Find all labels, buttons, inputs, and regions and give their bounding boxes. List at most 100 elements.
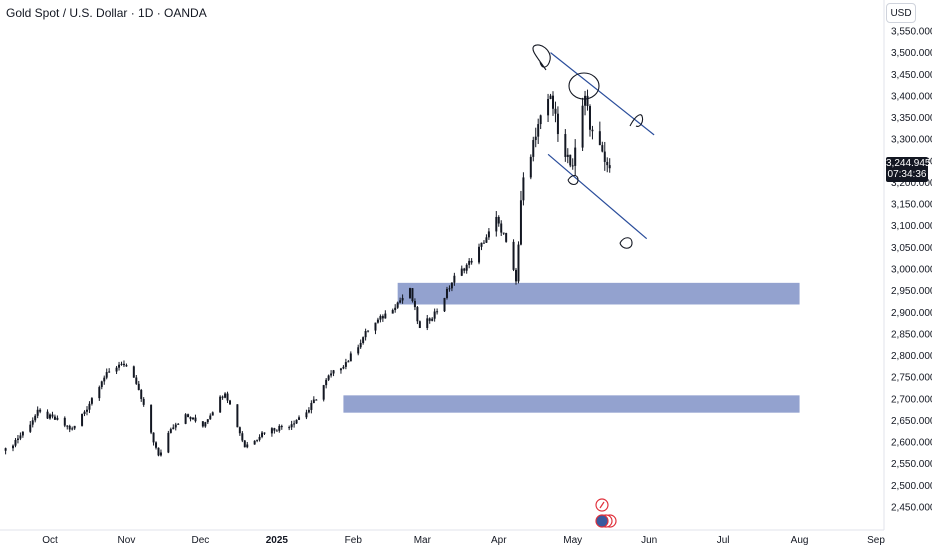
candle-body bbox=[118, 364, 121, 368]
candle-body bbox=[137, 383, 140, 390]
wave-mark-circle bbox=[568, 72, 600, 100]
price-axis: 3,550.000 3,500.000 3,450.000 3,400.000 3,35… bbox=[891, 27, 932, 514]
candle-body bbox=[122, 363, 125, 366]
candle-body bbox=[517, 244, 520, 282]
candle-body bbox=[547, 98, 550, 116]
candle-body bbox=[322, 385, 325, 400]
candle-body bbox=[172, 427, 175, 430]
candle-body bbox=[68, 425, 71, 430]
candle-body bbox=[115, 367, 118, 372]
price-tick-label: 2,600.000 bbox=[891, 438, 932, 449]
candle-body bbox=[29, 424, 32, 432]
candle-body bbox=[367, 330, 370, 332]
candle-body bbox=[551, 95, 554, 109]
candle-body bbox=[135, 377, 138, 384]
candle-body bbox=[290, 424, 293, 428]
candle-body bbox=[21, 431, 24, 436]
candle-body bbox=[362, 337, 365, 343]
candle-body bbox=[14, 440, 17, 446]
candle-body bbox=[379, 316, 382, 320]
candle-body bbox=[71, 428, 74, 430]
wave-annotations bbox=[532, 44, 644, 249]
candle-body bbox=[192, 417, 195, 420]
candle-body bbox=[226, 393, 229, 401]
candle-body bbox=[275, 430, 278, 432]
trend-line bbox=[547, 153, 648, 240]
candle-body bbox=[564, 134, 567, 157]
candle-body bbox=[519, 200, 522, 245]
candle-body bbox=[39, 409, 42, 412]
wave-mark-target bbox=[619, 237, 633, 249]
candle-body bbox=[177, 423, 180, 425]
candle-body bbox=[295, 419, 298, 424]
candle-body bbox=[66, 425, 69, 427]
candle-body bbox=[418, 321, 421, 328]
news-icon bbox=[595, 498, 609, 512]
chart-title: Gold Spot / U.S. Dollar · 1D · OANDA bbox=[6, 6, 207, 20]
event-icons bbox=[595, 498, 617, 528]
candle-body bbox=[31, 420, 34, 425]
candle-body bbox=[263, 432, 266, 434]
candle-body bbox=[344, 362, 347, 367]
price-tick-label: 3,050.000 bbox=[891, 243, 932, 254]
candle-body bbox=[256, 439, 259, 441]
candle-body bbox=[194, 417, 197, 422]
candle-body bbox=[480, 242, 483, 247]
time-tick-label: Jul bbox=[717, 535, 730, 546]
candle-body bbox=[184, 414, 187, 424]
candle-body bbox=[534, 136, 537, 141]
candle-body bbox=[381, 316, 384, 319]
candle-body bbox=[241, 433, 244, 441]
time-tick-label: Dec bbox=[192, 535, 210, 546]
wave-mark-right bbox=[629, 114, 644, 127]
candle-body bbox=[529, 156, 532, 178]
candle-body bbox=[73, 425, 76, 429]
candle-body bbox=[211, 412, 214, 416]
candle-body bbox=[436, 311, 439, 313]
candle-body bbox=[443, 297, 446, 312]
currency-button[interactable]: USD bbox=[886, 3, 916, 23]
candles bbox=[4, 89, 611, 457]
last-price: 3,244.945 bbox=[886, 158, 931, 169]
candle-body bbox=[581, 105, 584, 148]
candle-body bbox=[401, 297, 404, 301]
candle-body bbox=[332, 370, 335, 374]
candle-body bbox=[224, 393, 227, 398]
candle-body bbox=[347, 361, 350, 363]
candle-body bbox=[49, 414, 51, 419]
last-price-tag: 3,244.945 07:34:36 bbox=[886, 157, 931, 182]
price-tick-label: 2,800.000 bbox=[891, 351, 932, 362]
news-icon-mark bbox=[599, 501, 605, 509]
price-tick-label: 2,850.000 bbox=[891, 329, 932, 340]
candle-body bbox=[100, 381, 103, 388]
price-tick-label: 3,100.000 bbox=[891, 221, 932, 232]
candle-body bbox=[258, 436, 261, 440]
candle-body bbox=[16, 438, 19, 441]
candle-body bbox=[416, 307, 419, 322]
candle-body bbox=[384, 313, 387, 319]
candle-body bbox=[305, 412, 308, 418]
candle-body bbox=[408, 288, 411, 298]
candle-body bbox=[4, 448, 7, 451]
candle-body bbox=[142, 398, 145, 405]
candle-body bbox=[339, 368, 342, 371]
price-tick-label: 2,650.000 bbox=[891, 416, 932, 427]
candle-body bbox=[549, 95, 552, 99]
candle-body bbox=[152, 432, 155, 443]
candle-body bbox=[315, 399, 318, 401]
candle-body bbox=[187, 414, 190, 418]
candle-body bbox=[485, 237, 488, 243]
candle-body bbox=[468, 260, 471, 265]
candle-body bbox=[556, 113, 559, 135]
candle-body bbox=[12, 445, 15, 449]
candle-body bbox=[465, 264, 468, 271]
candle-body bbox=[515, 269, 518, 282]
candle-body bbox=[470, 260, 473, 263]
candle-body bbox=[46, 411, 49, 419]
candle-body bbox=[204, 422, 207, 427]
candle-body bbox=[105, 372, 108, 378]
time-tick-label: Sep bbox=[867, 535, 885, 546]
candle-body bbox=[374, 322, 377, 331]
candle-body bbox=[512, 241, 515, 270]
